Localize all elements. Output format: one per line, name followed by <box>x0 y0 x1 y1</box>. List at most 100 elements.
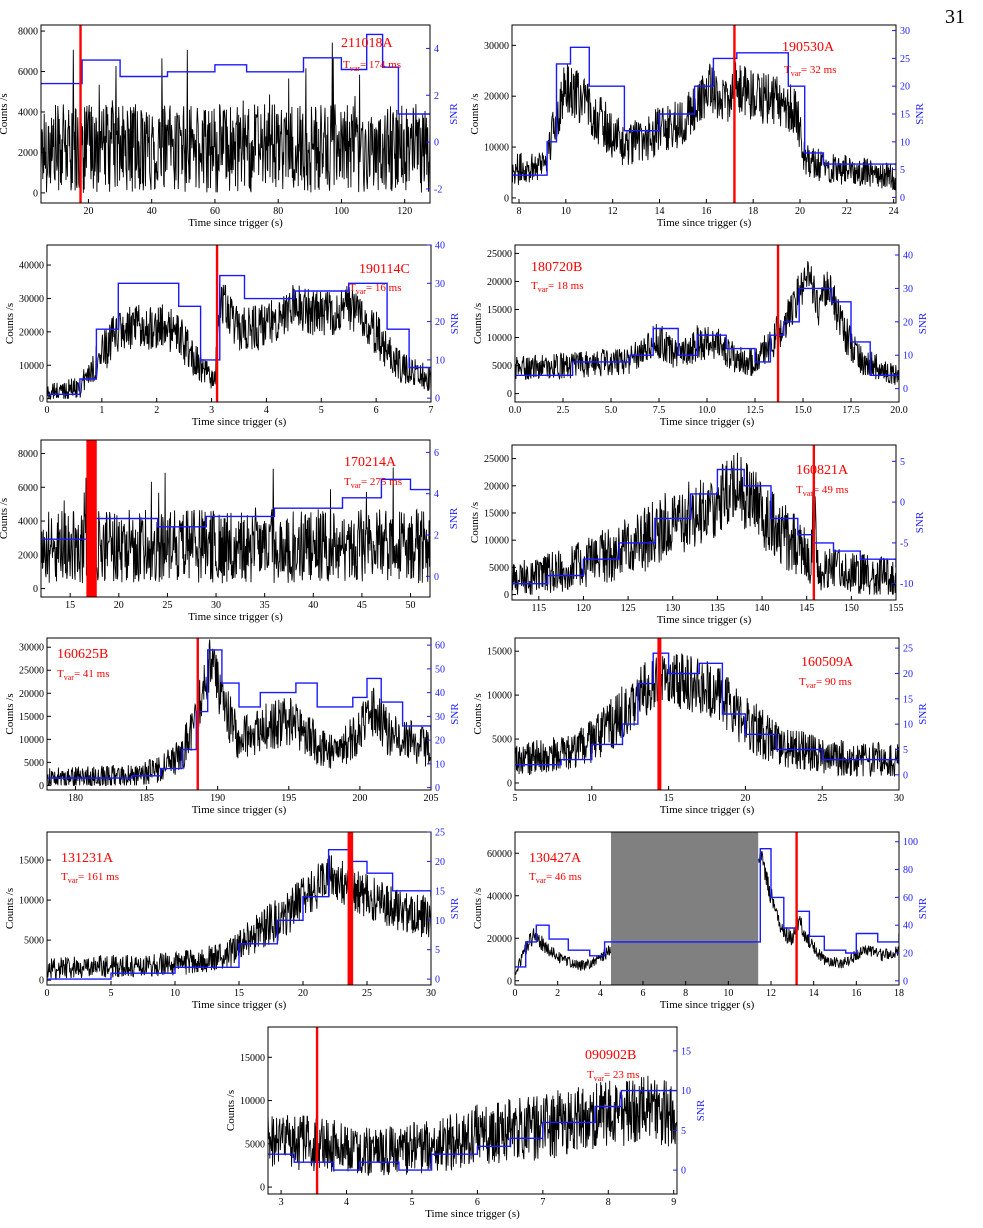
variability-marker <box>215 245 219 402</box>
x-axis-label: Time since trigger (s) <box>657 217 752 229</box>
counts-series <box>515 260 899 385</box>
snr-tick-label: 40 <box>903 921 913 932</box>
variability-marker <box>733 25 736 203</box>
snr-tick-label: 2 <box>434 531 439 542</box>
snr-axis-label: SNR <box>448 507 460 529</box>
counts-series <box>47 639 431 787</box>
x-tick-label: 80 <box>273 206 283 217</box>
y-tick-label: 40000 <box>487 891 512 902</box>
snr-tick-label: 15 <box>681 1046 691 1057</box>
variability-marker <box>315 1027 319 1194</box>
snr-tick-label: 5 <box>435 945 440 956</box>
snr-series <box>41 478 430 540</box>
y-tick-label: 15000 <box>487 305 512 316</box>
x-tick-label: 135 <box>710 603 725 614</box>
y-tick-label: 10000 <box>484 143 509 154</box>
x-tick-label: 2.5 <box>557 405 570 416</box>
snr-tick-label: 5 <box>903 745 908 756</box>
x-axis-label: Time since trigger (s) <box>660 999 755 1011</box>
y-tick-label: 25000 <box>487 249 512 260</box>
x-axis-label: Time since trigger (s) <box>192 416 287 428</box>
snr-series <box>41 33 430 115</box>
snr-tick-label: 4 <box>434 489 439 500</box>
y-tick-label: 20000 <box>19 689 44 700</box>
y-tick-label: 10000 <box>487 333 512 344</box>
x-tick-label: 4 <box>344 1197 349 1208</box>
x-axis-label: Time since trigger (s) <box>192 804 287 816</box>
y-axis-label: Counts /s <box>4 888 16 929</box>
lightcurve-panel-190530A: 8 10 12 14 16 18 20 22 2401000020000300000510152… <box>469 24 926 229</box>
counts-series <box>41 467 430 584</box>
snr-tick-label: 30 <box>903 284 913 295</box>
x-tick-label: 120 <box>397 206 412 217</box>
grb-name-label: 131231A <box>61 851 114 866</box>
tvar-label: Tvar= 23 ms <box>587 1069 640 1083</box>
lightcurve-panel-090902B: 3 4 5 6 7 8 9 0 5000 10000 15000 0 5 10 15 Time since t… <box>225 1026 707 1220</box>
x-axis-label: Time since trigger (s) <box>188 217 283 229</box>
x-tick-label: 20 <box>83 206 93 217</box>
snr-tick-label: 5 <box>681 1126 686 1137</box>
lightcurve-panel-190114C: 0 1 2 3 4 5 6 7010000200003000040000010203040Ti… <box>4 241 461 429</box>
x-tick-label: 24 <box>889 206 899 217</box>
tvar-label: Tvar= 174 ms <box>343 59 401 73</box>
lightcurve-panel-131231A: 0 5 10 15 20 25 30 0 5000 10000 15000 0 5 10 15 20 25 Tim… <box>4 828 461 1012</box>
x-tick-label: 25 <box>817 793 827 804</box>
y-tick-label: 20000 <box>19 327 44 338</box>
x-tick-label: 3 <box>279 1197 284 1208</box>
snr-tick-label: 20 <box>435 317 445 328</box>
counts-series <box>515 850 899 976</box>
variability-marker <box>347 832 354 985</box>
x-tick-label: 8 <box>606 1197 611 1208</box>
y-axis-label: Counts /s <box>4 303 16 344</box>
y-tick-label: 25000 <box>484 454 509 465</box>
x-tick-label: 25 <box>162 600 172 611</box>
x-tick-label: 10.0 <box>698 405 716 416</box>
x-tick-label: 185 <box>139 793 154 804</box>
snr-series <box>47 649 431 779</box>
snr-tick-label: -10 <box>900 579 913 590</box>
snr-tick-label: 100 <box>903 837 918 848</box>
snr-tick-label: 25 <box>903 644 913 655</box>
x-tick-label: 0 <box>513 988 518 999</box>
snr-series <box>512 468 896 585</box>
snr-tick-label: 10 <box>903 351 913 362</box>
snr-tick-label: 40 <box>435 241 445 252</box>
lightcurve-panel-170214A: 15 20 25 30 35 40 45 50 0 2000 4000 6000 8000 0 2 4 6 Tim… <box>0 439 460 623</box>
snr-tick-label: 20 <box>900 82 910 93</box>
y-axis-label: Counts /s <box>225 1090 237 1131</box>
y-tick-label: 5000 <box>489 563 509 574</box>
y-tick-label: 0 <box>39 394 44 405</box>
snr-tick-label: 60 <box>903 893 913 904</box>
x-tick-label: 6 <box>641 988 646 999</box>
x-tick-label: 130 <box>665 603 680 614</box>
y-tick-label: 20000 <box>487 934 512 945</box>
y-tick-label: 20000 <box>487 277 512 288</box>
snr-tick-label: 20 <box>903 949 913 960</box>
y-tick-label: 10000 <box>240 1096 265 1107</box>
y-axis-label: Counts /s <box>469 93 481 134</box>
snr-tick-label: 30 <box>900 26 910 37</box>
plot-frame <box>40 24 431 204</box>
snr-axis-label: SNR <box>914 511 926 533</box>
y-axis-label: Counts /s <box>4 693 16 734</box>
lightcurve-panel-130427A: 0 2 4 6 8 10 12 14 16 180200004000060000020406080… <box>472 831 929 1011</box>
x-tick-label: 50 <box>406 600 416 611</box>
y-tick-label: 60000 <box>487 849 512 860</box>
x-tick-label: 190 <box>210 793 225 804</box>
counts-series <box>512 452 896 595</box>
snr-tick-label: 10 <box>435 355 445 366</box>
x-tick-label: 5 <box>319 405 324 416</box>
y-tick-label: 4000 <box>18 107 38 118</box>
x-tick-label: 180 <box>68 793 83 804</box>
snr-tick-label: 5 <box>900 457 905 468</box>
snr-axis-label: SNR <box>914 103 926 125</box>
counts-series <box>47 855 431 980</box>
x-tick-label: 20 <box>740 793 750 804</box>
y-axis-label: Counts /s <box>472 693 484 734</box>
snr-tick-label: 50 <box>435 664 445 675</box>
x-tick-label: 1 <box>99 405 104 416</box>
y-tick-label: 25000 <box>19 666 44 677</box>
x-tick-label: 7.5 <box>653 405 666 416</box>
y-tick-label: 30000 <box>19 643 44 654</box>
snr-axis-label: SNR <box>449 312 461 334</box>
